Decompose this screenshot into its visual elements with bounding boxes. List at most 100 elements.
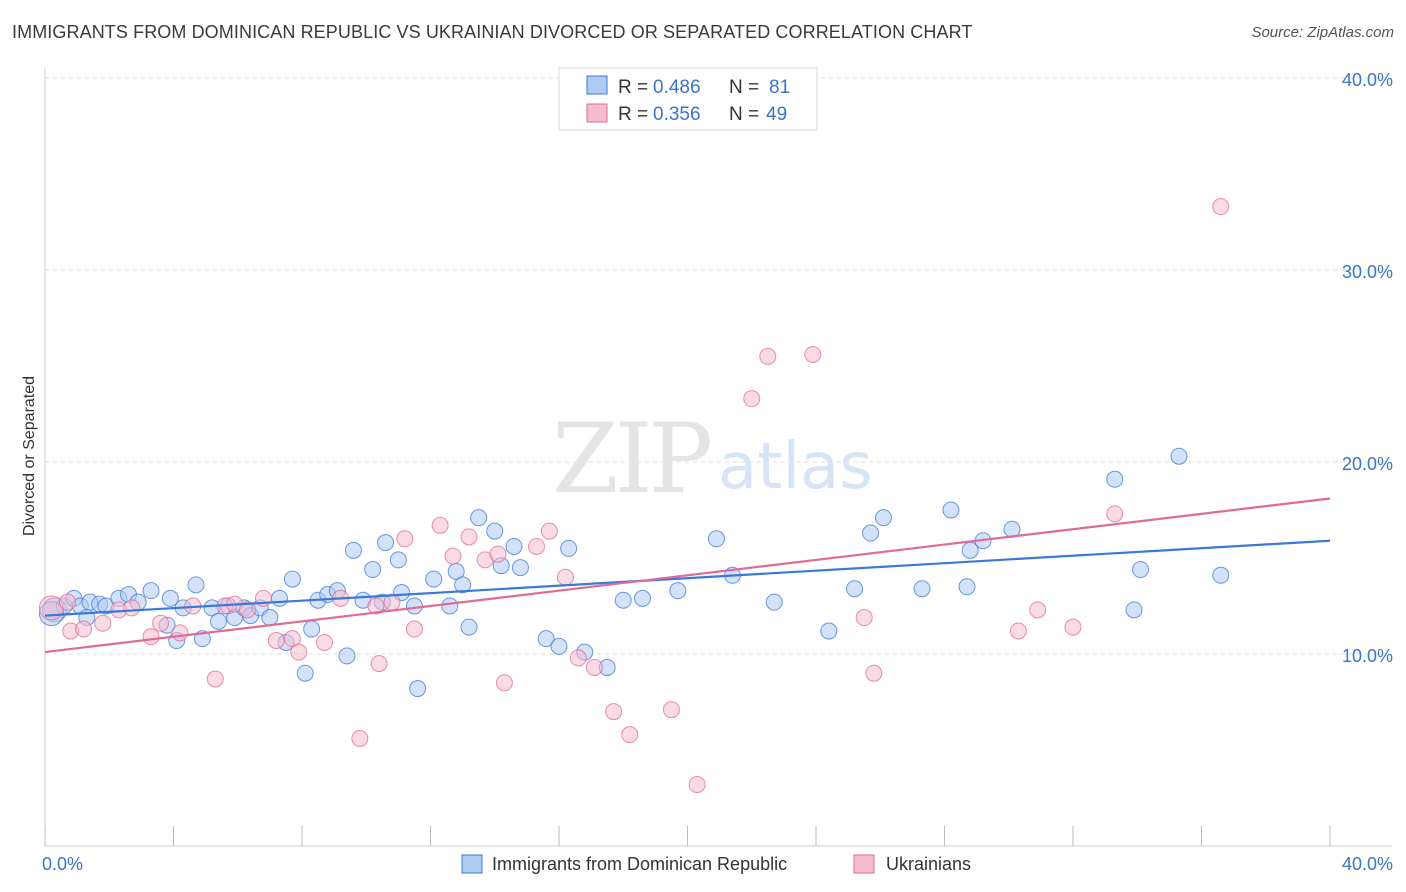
source-label: Source: ZipAtlas.com xyxy=(1251,24,1394,41)
point-series1-7 xyxy=(142,628,160,646)
point-series0-15 xyxy=(187,576,205,594)
point-series1-21 xyxy=(351,729,369,747)
point-series0-51 xyxy=(505,537,523,555)
point-series1-25 xyxy=(396,530,414,548)
point-series1-31 xyxy=(489,545,507,563)
point-series0-61 xyxy=(707,530,725,548)
point-series0-48 xyxy=(470,509,488,527)
point-series1-9 xyxy=(171,624,189,642)
point-series0-65 xyxy=(846,580,864,598)
point-series1-47 xyxy=(1009,622,1027,640)
point-series0-67 xyxy=(874,509,892,527)
point-series1-38 xyxy=(605,703,623,721)
point-series0-58 xyxy=(614,591,632,609)
axes xyxy=(44,68,1392,847)
x-tick-label-0: 0.0% xyxy=(42,854,83,874)
point-series1-16 xyxy=(267,632,285,650)
point-series0-39 xyxy=(389,551,407,569)
bottom-legend-swatch-pink xyxy=(853,854,875,874)
point-series1-23 xyxy=(370,655,388,673)
trend-line-0 xyxy=(44,539,1331,617)
point-series1-18 xyxy=(290,643,308,661)
bottom-legend-label-1: Immigrants from Dominican Republic xyxy=(492,854,787,874)
y-tick-labels: 10.0% 20.0% 30.0% 40.0% xyxy=(1342,70,1393,666)
x-tick-labels: 0.0% 40.0% xyxy=(42,854,1393,874)
point-series0-66 xyxy=(862,524,880,542)
legend-n-value-1: 81 xyxy=(769,77,790,98)
point-series0-75 xyxy=(1125,601,1143,619)
bottom-legend-label-2: Ukrainians xyxy=(886,854,971,874)
point-series0-64 xyxy=(820,622,838,640)
point-series1-36 xyxy=(569,649,587,667)
trend-line-1 xyxy=(44,497,1331,654)
trend-lines xyxy=(44,497,1331,654)
point-series1-48 xyxy=(1029,601,1047,619)
point-series0-12 xyxy=(161,589,179,607)
bottom-legend: Immigrants from Dominican Republic Ukrai… xyxy=(461,854,971,874)
y-tick-label-0: 10.0% xyxy=(1342,646,1393,666)
point-series1-33 xyxy=(528,537,546,555)
y-tick-label-3: 40.0% xyxy=(1342,70,1393,90)
point-series1-39 xyxy=(621,726,639,744)
point-series0-24 xyxy=(261,609,279,627)
legend-n-label-2: N = xyxy=(729,104,759,125)
legend-r-label-2: R = xyxy=(618,104,648,125)
point-series0-34 xyxy=(344,541,362,559)
point-series1-43 xyxy=(759,347,777,365)
point-series0-53 xyxy=(537,630,555,648)
point-series1-50 xyxy=(1106,505,1124,523)
point-series0-27 xyxy=(283,570,301,588)
point-series0-10 xyxy=(142,582,160,600)
point-series0-63 xyxy=(765,593,783,611)
point-series1-32 xyxy=(495,674,513,692)
point-series0-76 xyxy=(1131,561,1149,579)
point-series0-28 xyxy=(296,664,314,682)
watermark: ZIP atlas xyxy=(552,403,873,515)
point-series0-52 xyxy=(511,559,529,577)
legend-r-value-2: 0.356 xyxy=(653,104,701,125)
point-series0-77 xyxy=(1170,447,1188,465)
legend-swatch-blue xyxy=(586,75,608,95)
point-series0-38 xyxy=(377,534,395,552)
y-tick-label-1: 20.0% xyxy=(1342,454,1393,474)
point-series0-29 xyxy=(303,620,321,638)
watermark-atlas: atlas xyxy=(718,430,873,504)
y-tick-label-2: 30.0% xyxy=(1342,262,1393,282)
point-series1-4 xyxy=(94,614,112,632)
point-series1-40 xyxy=(662,701,680,719)
point-series1-22 xyxy=(367,597,385,615)
point-series1-35 xyxy=(556,568,574,586)
point-series1-1 xyxy=(58,593,76,611)
legend-n-label-1: N = xyxy=(729,77,759,98)
point-series0-55 xyxy=(560,539,578,557)
legend-r-label-1: R = xyxy=(618,77,648,98)
point-series1-11 xyxy=(206,670,224,688)
point-series1-3 xyxy=(75,620,93,638)
watermark-zip: ZIP xyxy=(552,403,711,515)
point-series0-25 xyxy=(271,589,289,607)
point-series1-44 xyxy=(804,345,822,363)
point-series1-27 xyxy=(431,516,449,534)
point-series1-46 xyxy=(865,664,883,682)
point-series0-47 xyxy=(460,618,478,636)
point-series1-6 xyxy=(123,599,141,617)
x-tick-label-1: 40.0% xyxy=(1342,854,1393,874)
point-series0-78 xyxy=(1212,566,1230,584)
legend-swatch-pink xyxy=(586,103,608,123)
point-series0-60 xyxy=(669,582,687,600)
point-series1-26 xyxy=(405,620,423,638)
point-series0-42 xyxy=(409,680,427,698)
point-series0-44 xyxy=(441,597,459,615)
point-series1-49 xyxy=(1064,618,1082,636)
y-axis-label: Divorced or Separated xyxy=(21,376,38,536)
legend-n-value-2: 49 xyxy=(766,104,787,125)
point-series0-49 xyxy=(486,522,504,540)
point-series0-54 xyxy=(550,637,568,655)
correlation-legend: R = 0.486 N = 81 R = 0.356 N = 49 xyxy=(558,67,818,131)
point-series1-19 xyxy=(315,633,333,651)
point-series0-33 xyxy=(338,647,356,665)
point-series1-51 xyxy=(1212,198,1230,216)
point-series1-41 xyxy=(688,776,706,794)
point-series0-41 xyxy=(405,597,423,615)
